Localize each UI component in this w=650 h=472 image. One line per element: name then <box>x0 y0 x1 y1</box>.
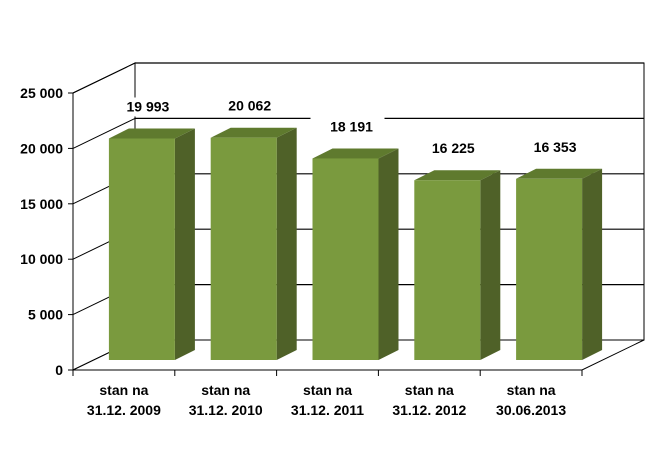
data-label: 16 225 <box>432 140 475 156</box>
data-label: 18 191 <box>330 118 373 134</box>
bar <box>516 178 583 360</box>
bar-side <box>276 127 297 360</box>
x-tick-label: stan na <box>303 382 352 398</box>
x-tick-label: 30.06.2013 <box>496 402 566 418</box>
bar-top <box>108 128 195 139</box>
bar <box>312 158 379 360</box>
data-label: 19 993 <box>126 98 169 114</box>
x-tick-label: 31.12. 2010 <box>189 402 263 418</box>
bar-side <box>174 128 195 360</box>
data-label-bg <box>514 137 589 157</box>
y-tick-label: 0 <box>55 362 63 378</box>
bar-top <box>312 148 399 159</box>
bar <box>414 180 481 360</box>
data-label-bg <box>412 139 487 159</box>
x-tick-label: stan na <box>507 382 556 398</box>
data-label-bg <box>106 97 181 117</box>
bar-top <box>516 168 603 179</box>
gridline-side <box>72 62 136 94</box>
x-tick-label: 31.12. 2009 <box>87 402 161 418</box>
gridline-side <box>72 117 136 149</box>
data-label: 16 353 <box>534 139 577 155</box>
bar <box>108 138 175 360</box>
bar-side <box>378 148 399 360</box>
bar <box>210 137 277 360</box>
x-tick-label: stan na <box>201 382 250 398</box>
x-tick-label: stan na <box>99 382 148 398</box>
x-tick-label: 31.12. 2012 <box>392 402 466 418</box>
x-tick-label: 31.12. 2011 <box>291 402 364 418</box>
bar-side <box>582 168 603 360</box>
x-tick-label: stan na <box>405 382 454 398</box>
bar-side <box>480 170 501 360</box>
bar-top <box>414 170 501 181</box>
y-tick-label: 25 000 <box>20 85 63 101</box>
bar-top <box>210 127 297 138</box>
y-tick-label: 10 000 <box>20 251 63 267</box>
y-tick-label: 20 000 <box>20 140 63 156</box>
data-label-bg <box>208 96 283 116</box>
y-tick-label: 15 000 <box>20 196 63 212</box>
data-label-bg <box>310 117 385 137</box>
data-label: 20 062 <box>228 98 271 114</box>
y-tick-label: 5 000 <box>28 307 63 323</box>
